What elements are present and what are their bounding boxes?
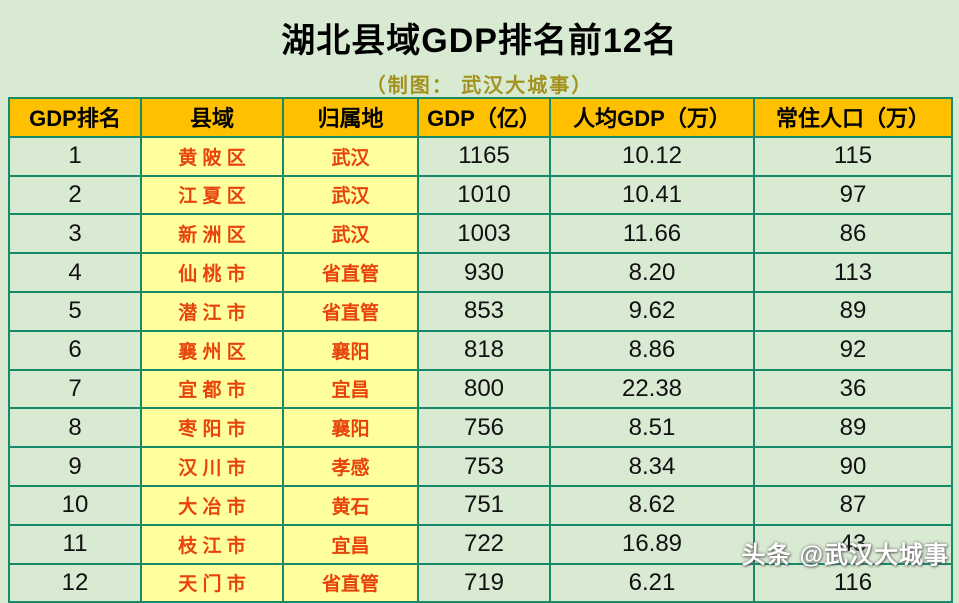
- gdp-cell: 1165: [417, 135, 551, 177]
- table-row: 10 大 冶 市 黄石 751 8.62 87: [8, 484, 953, 526]
- county-cell: 襄 州 区: [140, 329, 284, 371]
- gdp-cell: 818: [417, 329, 551, 371]
- rank-cell: 12: [8, 562, 142, 603]
- region-cell: 襄阳: [282, 329, 419, 371]
- table-row: 6 襄 州 区 襄阳 818 8.86 92: [8, 329, 953, 371]
- table-row: 4 仙 桃 市 省直管 930 8.20 113: [8, 252, 953, 293]
- county-cell: 大 冶 市: [140, 484, 284, 526]
- county-cell: 潜 江 市: [140, 290, 284, 332]
- header-per-capita-gdp: 人均GDP（万）: [549, 97, 755, 138]
- table-row: 8 枣 阳 市 襄阳 756 8.51 89: [8, 407, 953, 449]
- gdp-cell: 722: [417, 523, 551, 565]
- gdp-cell: 800: [417, 368, 551, 410]
- rank-cell: 1: [8, 135, 142, 177]
- rank-cell: 10: [8, 484, 142, 526]
- per-capita-gdp-cell: 11.66: [549, 213, 755, 255]
- region-cell: 武汉: [282, 213, 419, 255]
- gdp-cell: 1010: [417, 174, 551, 216]
- header-county: 县域: [140, 97, 284, 138]
- population-cell: 87: [753, 484, 953, 526]
- watermark: 头条 @武汉大城事: [742, 535, 949, 570]
- region-cell: 宜昌: [282, 368, 419, 410]
- table-row: 1 黄 陂 区 武汉 1165 10.12 115: [8, 135, 953, 177]
- per-capita-gdp-cell: 8.20: [549, 252, 755, 293]
- region-cell: 黄石: [282, 484, 419, 526]
- region-cell: 省直管: [282, 290, 419, 332]
- table-row: 7 宜 都 市 宜昌 800 22.38 36: [8, 368, 953, 410]
- population-cell: 92: [753, 329, 953, 371]
- gdp-cell: 719: [417, 562, 551, 603]
- rank-cell: 6: [8, 329, 142, 371]
- population-cell: 90: [753, 446, 953, 487]
- gdp-ranking-table: GDP排名 县域 归属地 GDP（亿） 人均GDP（万） 常住人口（万） 1 黄…: [8, 97, 953, 603]
- population-cell: 115: [753, 135, 953, 177]
- gdp-cell: 1003: [417, 213, 551, 255]
- per-capita-gdp-cell: 22.38: [549, 368, 755, 410]
- table-row: 2 江 夏 区 武汉 1010 10.41 97: [8, 174, 953, 216]
- region-cell: 省直管: [282, 252, 419, 293]
- county-cell: 新 洲 区: [140, 213, 284, 255]
- per-capita-gdp-cell: 16.89: [549, 523, 755, 565]
- county-cell: 仙 桃 市: [140, 252, 284, 293]
- rank-cell: 7: [8, 368, 142, 410]
- county-cell: 黄 陂 区: [140, 135, 284, 177]
- gdp-cell: 930: [417, 252, 551, 293]
- table-row: 9 汉 川 市 孝感 753 8.34 90: [8, 446, 953, 487]
- header-gdp-rank: GDP排名: [8, 97, 142, 138]
- population-cell: 43: [753, 523, 953, 565]
- population-cell: 89: [753, 290, 953, 332]
- per-capita-gdp-cell: 8.62: [549, 484, 755, 526]
- region-cell: 孝感: [282, 446, 419, 487]
- county-cell: 汉 川 市: [140, 446, 284, 487]
- header-population: 常住人口（万）: [753, 97, 953, 138]
- gdp-cell: 753: [417, 446, 551, 487]
- gdp-cell: 756: [417, 407, 551, 449]
- watermark-logo-text: 头条: [741, 542, 792, 569]
- population-cell: 89: [753, 407, 953, 449]
- table-row: 11 枝 江 市 宜昌 722 16.89 43: [8, 523, 953, 565]
- county-cell: 江 夏 区: [140, 174, 284, 216]
- header-gdp: GDP（亿）: [417, 97, 551, 138]
- county-cell: 枝 江 市: [140, 523, 284, 565]
- table-row: 5 潜 江 市 省直管 853 9.62 89: [8, 290, 953, 332]
- per-capita-gdp-cell: 10.12: [549, 135, 755, 177]
- region-cell: 武汉: [282, 174, 419, 216]
- rank-cell: 2: [8, 174, 142, 216]
- rank-cell: 3: [8, 213, 142, 255]
- table-header-row: GDP排名 县域 归属地 GDP（亿） 人均GDP（万） 常住人口（万）: [8, 97, 953, 138]
- population-cell: 97: [753, 174, 953, 216]
- county-cell: 枣 阳 市: [140, 407, 284, 449]
- per-capita-gdp-cell: 8.51: [549, 407, 755, 449]
- per-capita-gdp-cell: 8.86: [549, 329, 755, 371]
- per-capita-gdp-cell: 6.21: [549, 562, 755, 603]
- population-cell: 86: [753, 213, 953, 255]
- region-cell: 省直管: [282, 562, 419, 603]
- population-cell: 36: [753, 368, 953, 410]
- population-cell: 113: [753, 252, 953, 293]
- rank-cell: 11: [8, 523, 142, 565]
- per-capita-gdp-cell: 10.41: [549, 174, 755, 216]
- rank-cell: 4: [8, 252, 142, 293]
- gdp-cell: 751: [417, 484, 551, 526]
- per-capita-gdp-cell: 9.62: [549, 290, 755, 332]
- page-subtitle: （制图： 武汉大城事）: [365, 75, 594, 97]
- region-cell: 武汉: [282, 135, 419, 177]
- county-cell: 天 门 市: [140, 562, 284, 603]
- gdp-cell: 853: [417, 290, 551, 332]
- rank-cell: 8: [8, 407, 142, 449]
- watermark-handle: @武汉大城事: [799, 542, 949, 569]
- county-cell: 宜 都 市: [140, 368, 284, 410]
- region-cell: 襄阳: [282, 407, 419, 449]
- page-title: 湖北县域GDP排名前12名: [281, 22, 678, 60]
- per-capita-gdp-cell: 8.34: [549, 446, 755, 487]
- region-cell: 宜昌: [282, 523, 419, 565]
- header-region: 归属地: [282, 97, 419, 138]
- rank-cell: 5: [8, 290, 142, 332]
- rank-cell: 9: [8, 446, 142, 487]
- table-row: 3 新 洲 区 武汉 1003 11.66 86: [8, 213, 953, 255]
